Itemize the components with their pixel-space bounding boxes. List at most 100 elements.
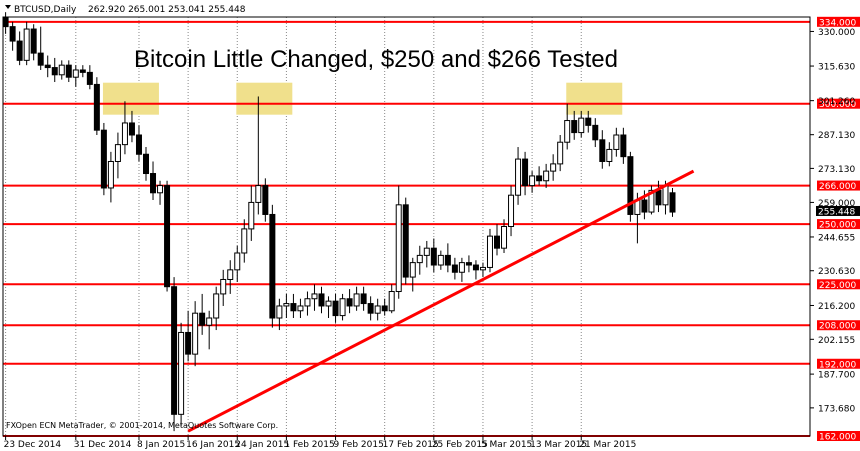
candle-body xyxy=(283,303,290,307)
candle-body xyxy=(58,64,65,76)
horizontal-levels[interactable]: 334.000 300.000 266.000 250.000 225.000 208.0… xyxy=(3,16,860,443)
symbol-label: BTCUSD,Daily xyxy=(14,5,77,15)
candle xyxy=(234,245,241,282)
candle xyxy=(16,31,23,66)
candle-body xyxy=(227,269,234,280)
candle-body xyxy=(346,298,353,307)
price-tick-label: 244.655 xyxy=(818,233,855,243)
highlight-boxes xyxy=(102,82,623,115)
price-tick-label: 259.000 xyxy=(818,199,855,209)
candles xyxy=(2,12,676,432)
candle xyxy=(613,127,620,157)
candle xyxy=(346,289,353,314)
candle xyxy=(416,245,423,275)
candle xyxy=(171,277,178,432)
candle-body xyxy=(374,305,381,314)
candle xyxy=(128,110,135,143)
candle-body xyxy=(100,129,107,189)
candle xyxy=(669,187,676,217)
candle xyxy=(93,77,100,135)
price-tick-label: 287.130 xyxy=(818,131,855,141)
candle xyxy=(423,240,430,268)
trendline[interactable] xyxy=(187,169,695,433)
candle xyxy=(402,197,409,285)
level-label-bg xyxy=(817,279,860,290)
time-tick-label: 23 Dec 2014 xyxy=(4,440,62,450)
candle-body xyxy=(599,139,606,162)
candle xyxy=(494,224,500,256)
dropdown-arrow-icon[interactable] xyxy=(5,5,11,9)
candle-body xyxy=(381,305,388,312)
price-tick-label: 301.260 xyxy=(818,97,855,107)
candle-body xyxy=(37,52,44,66)
candle-body xyxy=(51,67,58,76)
candle xyxy=(100,122,107,196)
time-tick-label: 17 Feb 2015 xyxy=(383,440,439,450)
time-tick-label: 25 Feb 2015 xyxy=(432,440,488,450)
candle-body xyxy=(79,69,86,73)
level-label-bg xyxy=(817,358,860,369)
candle-body xyxy=(472,264,479,271)
candle-body xyxy=(72,69,79,78)
candle-body xyxy=(501,226,508,249)
level-label: 208.000 xyxy=(819,322,856,332)
candle-body xyxy=(2,16,9,28)
level-label-bg xyxy=(817,431,860,441)
candle-body xyxy=(522,158,529,187)
candle xyxy=(255,96,262,215)
candle xyxy=(107,151,114,203)
candle-body xyxy=(465,262,472,266)
candle-body xyxy=(220,278,227,295)
candle xyxy=(465,255,472,273)
time-tick-label: 24 Jan 2015 xyxy=(235,440,289,450)
candle-body xyxy=(30,28,37,54)
candle-body xyxy=(44,64,51,69)
candle-body xyxy=(269,213,276,319)
candle-body xyxy=(107,160,114,189)
candle xyxy=(121,101,128,155)
level-label: 334.000 xyxy=(819,18,856,28)
candle-body xyxy=(262,185,269,215)
candle xyxy=(437,250,444,270)
candle xyxy=(248,185,255,241)
candle xyxy=(150,161,157,201)
candle xyxy=(79,65,86,78)
candle-body xyxy=(339,298,346,317)
candle xyxy=(486,228,493,273)
candle xyxy=(311,284,318,311)
candle-body xyxy=(16,40,23,61)
candle xyxy=(143,147,149,181)
candle xyxy=(157,180,164,205)
candle xyxy=(213,286,220,331)
candle-body xyxy=(494,235,500,249)
candle xyxy=(550,154,557,181)
candle-body xyxy=(199,312,206,326)
candle xyxy=(620,127,627,164)
candle-body xyxy=(430,247,437,266)
candle-body xyxy=(529,175,536,187)
time-tick-label: 5 Mar 2015 xyxy=(481,440,532,450)
candle xyxy=(135,125,142,162)
candle xyxy=(51,57,58,83)
candle xyxy=(444,243,451,273)
candle-body xyxy=(206,317,213,326)
candle-body xyxy=(128,122,135,136)
candle xyxy=(451,257,458,280)
candle-body xyxy=(150,173,157,194)
candle-body xyxy=(255,185,262,203)
candle-body xyxy=(508,194,515,228)
candle-body xyxy=(135,134,142,155)
trendline-group[interactable] xyxy=(187,169,695,433)
time-tick-label: 9 Feb 2015 xyxy=(334,440,384,450)
level-label: 250.000 xyxy=(819,221,856,231)
candle xyxy=(72,65,79,87)
price-tick-label: 216.200 xyxy=(818,302,855,312)
candle xyxy=(522,151,529,196)
candle xyxy=(381,298,388,316)
time-tick-label: 1 Feb 2015 xyxy=(284,440,334,450)
candle xyxy=(430,238,437,273)
candle xyxy=(206,310,213,350)
candle-body xyxy=(641,199,648,213)
candle xyxy=(178,322,185,427)
